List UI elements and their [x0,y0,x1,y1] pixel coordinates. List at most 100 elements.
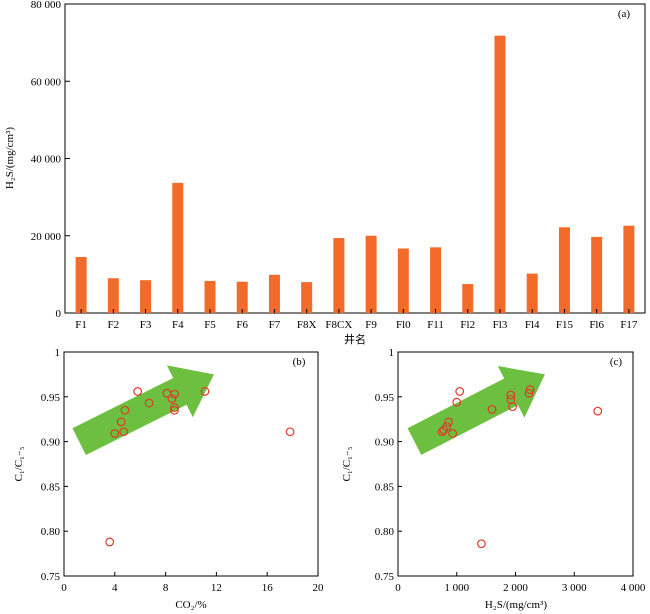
panel-b-data-point [170,389,179,399]
panel-c-data-point [525,385,535,395]
panel-c-y-tick-label: 0.85 [375,481,395,493]
panel-c-data-point [455,387,465,396]
bar-F17 [623,225,635,313]
bar-F4 [172,182,184,313]
panel-b-data-point [170,405,179,415]
bar-Fl2 [462,284,474,313]
panel-c-data-point [477,539,486,549]
panel-c-y-tick-label: 1 [389,347,395,359]
bar-F1 [75,256,87,313]
panel-a-x-tick-label: F8CX [325,319,352,331]
panel-c-data-point [444,417,453,427]
panel-a-label: (a) [618,8,631,20]
panel-b-data-point [285,427,295,437]
panel-a-x-tick-label: F8X [297,319,317,331]
panel-a-x-tick-label: F15 [556,319,574,331]
panel-b-arrow-shape [72,365,214,455]
panel-a-x-axis-label: 井名 [344,332,366,346]
bar-Fl3 [494,35,506,314]
panel-b-y-ticks: 0.75 0.80 0.85 0.90 0.95 1 [41,347,68,583]
panel-a-x-tick-label: Fl4 [525,319,540,331]
panel-b-data-point [105,537,115,547]
panel-c-x-tick-label: 4 000 [621,582,646,594]
panel-b-y-tick-label: 0.75 [41,571,61,583]
panel-c-y-tick-label: 0.95 [375,392,395,404]
panel-c-data-point [452,397,462,407]
panel-b-data-point [200,387,210,396]
panel-b-data-point [167,394,177,403]
panel-b-scatter-chart: (b) C₁/C₁₋₅ CO₂/% 0.750.800.850.900.951 … [13,347,324,611]
panel-c-y-axis-label: C₁/C₁₋₅ [341,446,353,481]
panel-c-y-tick-label: 0.90 [375,437,395,449]
panel-b-x-tick-label: 4 [112,582,118,594]
panel-a-x-tick-label: Fl0 [396,319,411,331]
panel-b-y-tick-label: 0.95 [41,392,61,404]
panel-a-y-tick-label: 0 [56,308,62,320]
panel-b-data-point [133,387,143,396]
panel-b-x-tick-label: 16 [262,582,274,594]
panel-c-arrow-shape [407,366,545,455]
panel-b-label: (b) [293,356,306,368]
bar-F7 [268,274,280,313]
panel-a-x-tick-label: F3 [140,319,152,331]
panel-a-y-tick-label: 60 000 [31,76,62,88]
panel-b-x-tick-label: 12 [211,582,222,594]
panel-c-label: (c) [610,356,623,368]
panel-a-bars [75,35,635,314]
panel-c-trend-arrow [407,366,545,455]
panel-c-data-point [593,406,603,416]
bar-F5 [204,280,216,313]
panel-b-x-axis-label: CO₂/% [175,599,206,611]
panel-b-trend-arrow [72,365,214,455]
panel-b-points [105,387,295,547]
bar-F9 [365,235,377,313]
panel-a-x-tick-label: F11 [427,319,444,331]
panel-c-data-point [506,390,516,400]
panel-a-y-tick-label: 20 000 [31,231,62,243]
bar-F8X [301,282,313,313]
panel-c-data-point [442,421,452,431]
panel-a-bar-chart: (a) H₂S/(mg/cm³) 井名 0 20 000 40 000 60 000 8… [4,0,646,346]
panel-c-x-ticks: 0 1 000 2 000 3 000 4 000 [395,572,646,594]
panel-c-y-tick-label: 0.75 [375,571,395,583]
panel-c-y-ticks: 0.75 0.80 0.85 0.90 0.95 1 [375,347,402,583]
panel-b-x-tick-label: 8 [163,582,169,594]
bar-F6 [236,281,248,313]
panel-a-x-tick-label: Fl3 [493,319,508,331]
panel-c-x-tick-label: 0 [395,582,401,594]
panel-c-data-point [524,388,534,398]
panel-b-y-tick-label: 0.85 [41,481,61,493]
panel-a-x-tick-label: Fl6 [589,319,604,331]
bar-F15 [558,227,570,313]
panel-a-y-tick-label: 80 000 [31,0,62,11]
panel-a-x-tick-label: F6 [236,319,248,331]
bar-Fl4 [526,273,538,313]
panel-c-x-tick-label: 1 000 [444,582,469,594]
panel-c-x-axis-label: H₂S/(mg/cm³) [485,599,547,611]
panel-c-data-point [448,429,458,438]
panel-a-x-tick-label: F7 [269,319,281,331]
bar-F11 [430,247,442,313]
panel-a-x-tick-label: F4 [172,319,184,331]
panel-c-data-point [437,427,447,437]
panel-a-x-tick-label: F5 [204,319,216,331]
panel-a-y-tick-label: 40 000 [31,154,62,166]
panel-a-x-ticks: F1 F2 F3 F4 F5 F6 F7 F8X F8CX F9 Fl0 F11 Fl2 Fl3 Fl4 F1… [75,309,638,331]
bar-F8CX [333,238,345,313]
panel-c-data-point [487,404,497,414]
panel-b-y-tick-label: 0.80 [41,526,61,538]
panel-c-data-point [508,402,517,412]
panel-b-data-point [170,403,179,412]
bar-Fl0 [397,248,409,313]
panel-b-x-tick-label: 0 [61,582,67,594]
panel-b-plot-frame [63,351,319,577]
bar-F3 [140,280,152,313]
panel-a-y-axis-label: H₂S/(mg/cm³) [4,127,16,189]
panel-a-y-ticks: 0 20 000 40 000 60 000 80 000 [31,0,70,320]
panel-a-x-tick-label: F9 [365,319,377,331]
panel-c-points [437,385,603,549]
panel-b-data-point [144,398,154,408]
panel-b-data-point [119,427,129,437]
panel-c-x-tick-label: 3 000 [562,582,587,594]
